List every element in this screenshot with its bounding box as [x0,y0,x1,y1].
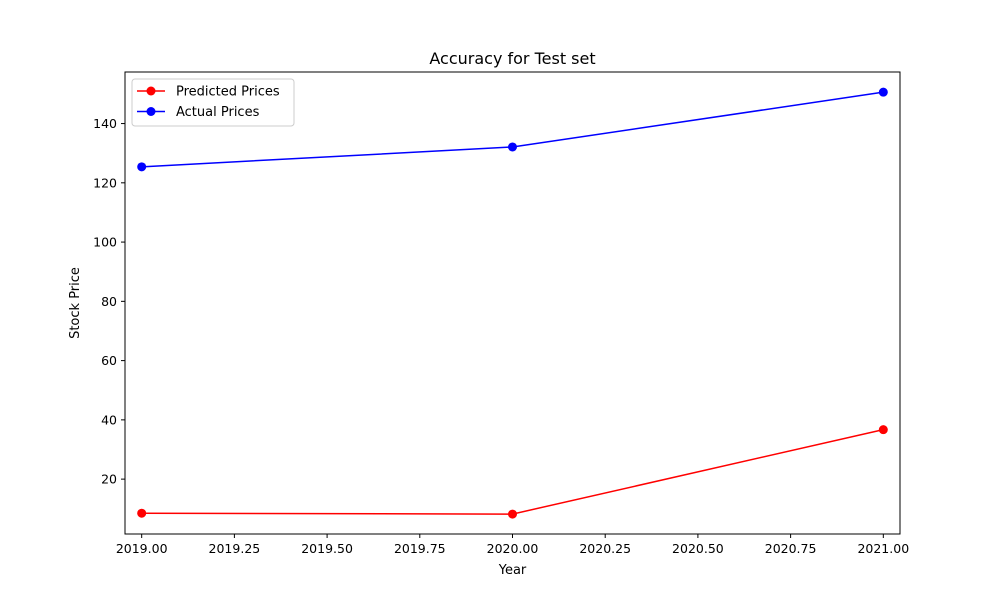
y-tick-label: 140 [93,116,117,131]
predicted-prices-point [137,508,147,518]
legend-label: Predicted Prices [176,85,280,100]
y-axis-ticks: 20 40 60 80 100 120 140 [93,116,125,487]
x-axis-label: Year [498,563,527,578]
legend: Predicted Prices Actual Prices [131,78,295,127]
x-tick-label: 2020.50 [672,541,724,556]
plot-area-frame [124,71,901,535]
x-tick-label: 2019.75 [394,541,446,556]
x-tick-label: 2019.00 [116,541,168,556]
legend-marker [146,86,156,96]
x-axis-ticks: 2019.00 2019.25 2019.50 2019.75 2020.00 2020.… [116,534,909,556]
y-tick-label: 100 [93,235,117,250]
x-tick-label: 2019.50 [301,541,353,556]
actual-prices-point [878,87,888,97]
y-tick-label: 120 [93,175,117,190]
y-axis-label: Stock Price [68,267,83,339]
x-tick-label: 2020.25 [579,541,631,556]
y-tick-label: 40 [101,412,117,427]
legend-marker [146,107,156,116]
actual-prices-point [137,162,147,172]
predicted-prices-point [878,425,888,435]
actual-prices-point [508,142,517,152]
legend-box [131,78,295,127]
y-tick-label: 80 [101,294,117,309]
y-tick-label: 20 [101,472,117,487]
chart-title: Accuracy for Test set [429,49,595,68]
series-layer [137,87,888,519]
x-tick-label: 2020.75 [765,541,817,556]
y-tick-label: 60 [101,353,117,368]
legend-label: Actual Prices [176,105,260,120]
x-tick-label: 2021.00 [857,541,909,556]
x-tick-label: 2019.25 [209,541,261,556]
x-tick-label: 2020.00 [487,541,539,556]
predicted-prices-point [508,509,517,519]
